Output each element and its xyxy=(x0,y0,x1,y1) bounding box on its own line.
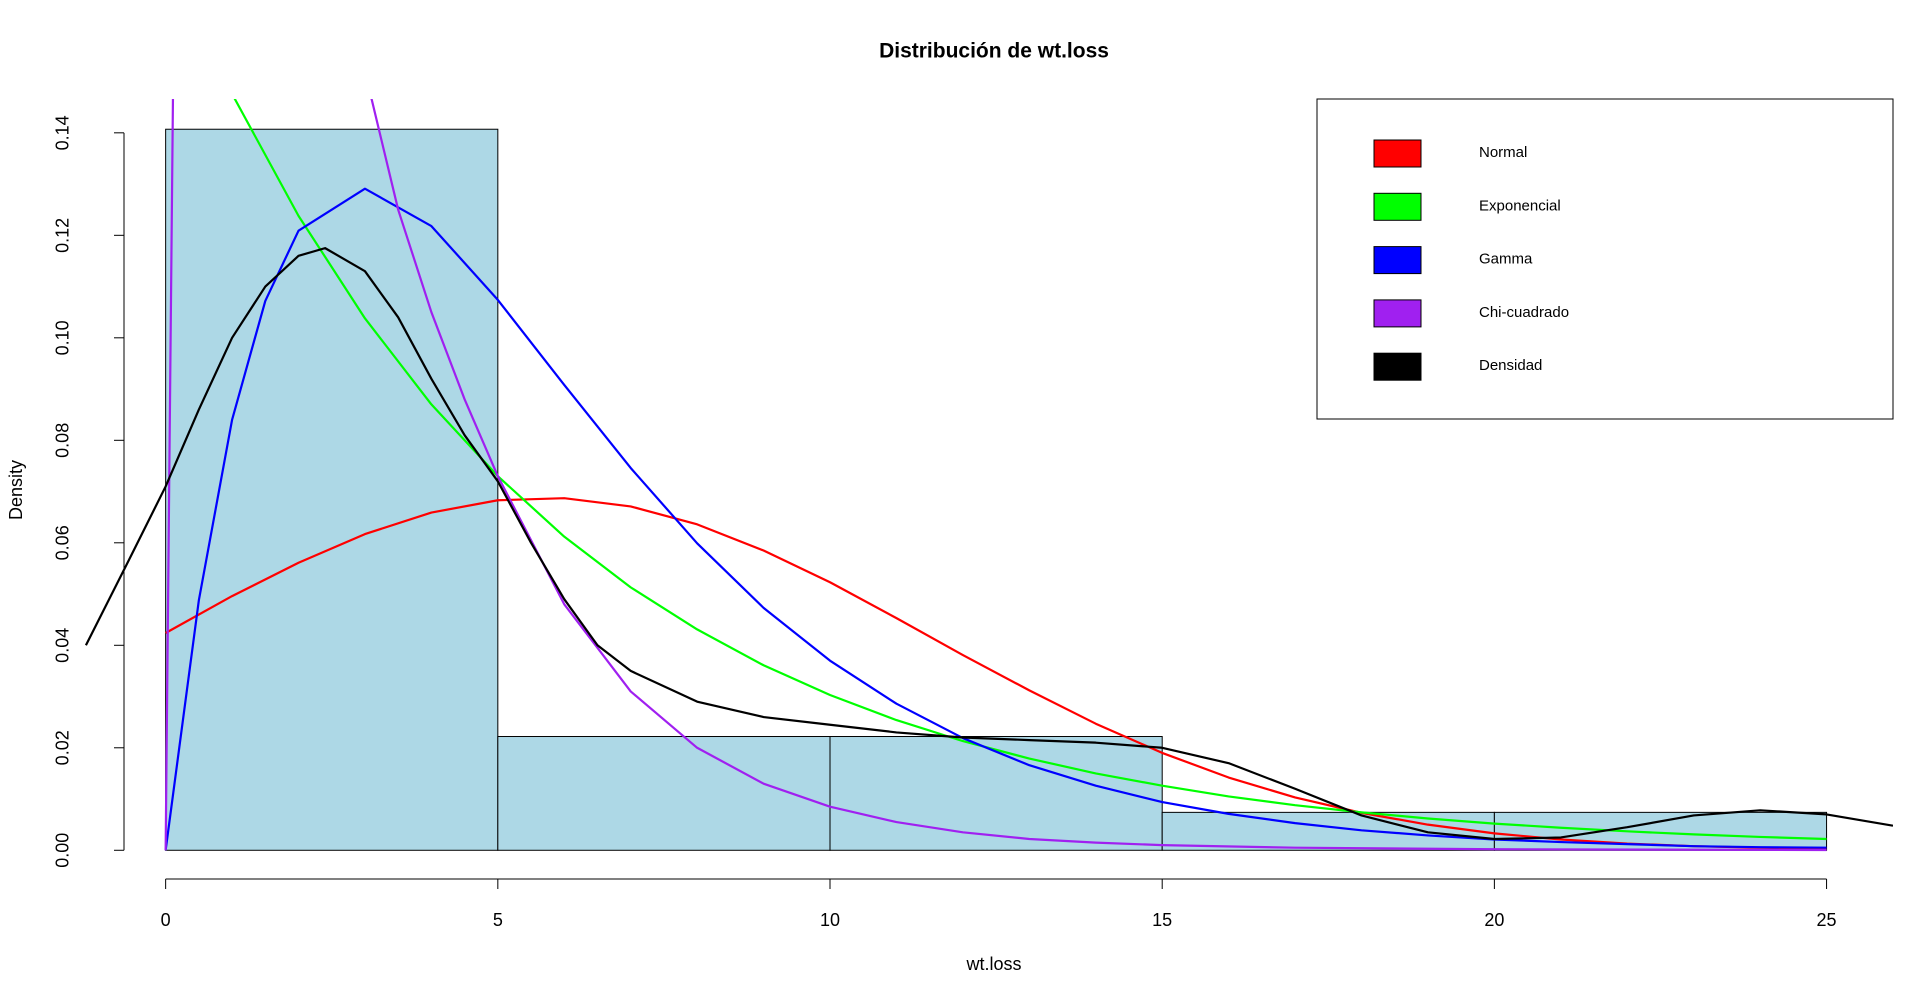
legend-swatch xyxy=(1373,352,1422,381)
legend-label: Densidad xyxy=(1479,357,1542,374)
chart-title: Distribución de wt.loss xyxy=(879,40,1109,63)
legend-label: Gamma xyxy=(1479,251,1533,268)
legend-swatch xyxy=(1373,139,1422,168)
y-tick-label: 0.14 xyxy=(53,115,73,150)
y-tick-label: 0.00 xyxy=(53,833,73,868)
x-tick-label: 15 xyxy=(1152,910,1172,930)
histogram-bar xyxy=(497,736,831,851)
histogram-bar xyxy=(829,736,1163,851)
x-tick-label: 5 xyxy=(493,910,503,930)
x-tick-label: 20 xyxy=(1484,910,1504,930)
histogram xyxy=(165,128,1828,851)
density-curve xyxy=(84,247,1893,841)
histogram-bar xyxy=(165,128,499,851)
legend-label: Normal xyxy=(1479,144,1527,161)
legend-label: Exponencial xyxy=(1479,197,1561,214)
y-tick-label: 0.12 xyxy=(53,218,73,253)
y-tick-label: 0.04 xyxy=(53,628,73,663)
x-tick-label: 0 xyxy=(161,910,171,930)
legend-swatch xyxy=(1373,246,1422,275)
curves xyxy=(84,99,1893,852)
y-tick-label: 0.08 xyxy=(53,423,73,458)
y-tick-label: 0.06 xyxy=(53,525,73,560)
x-axis-label: wt.loss xyxy=(965,954,1021,974)
y-tick-label: 0.02 xyxy=(53,730,73,765)
y-tick-label: 0.10 xyxy=(53,320,73,355)
legend-label: Chi-cuadrado xyxy=(1479,304,1569,321)
x-tick-label: 25 xyxy=(1817,910,1837,930)
x-tick-label: 10 xyxy=(820,910,840,930)
density-curve xyxy=(164,187,1827,851)
legend-swatch xyxy=(1373,299,1422,328)
axes: 0 5 10 15 20 25 0.00 0.02 0.04 0.06 0.08 0.10 0.12 0.… xyxy=(53,115,1837,929)
legend-swatch xyxy=(1373,192,1422,221)
legend: Normal Exponencial Gamma Chi-cuadrado Densid… xyxy=(1316,98,1894,420)
histogram-bar xyxy=(1161,811,1495,851)
y-axis-label: Density xyxy=(6,460,26,520)
density-curve xyxy=(233,99,1827,841)
density-curve xyxy=(164,99,1827,852)
